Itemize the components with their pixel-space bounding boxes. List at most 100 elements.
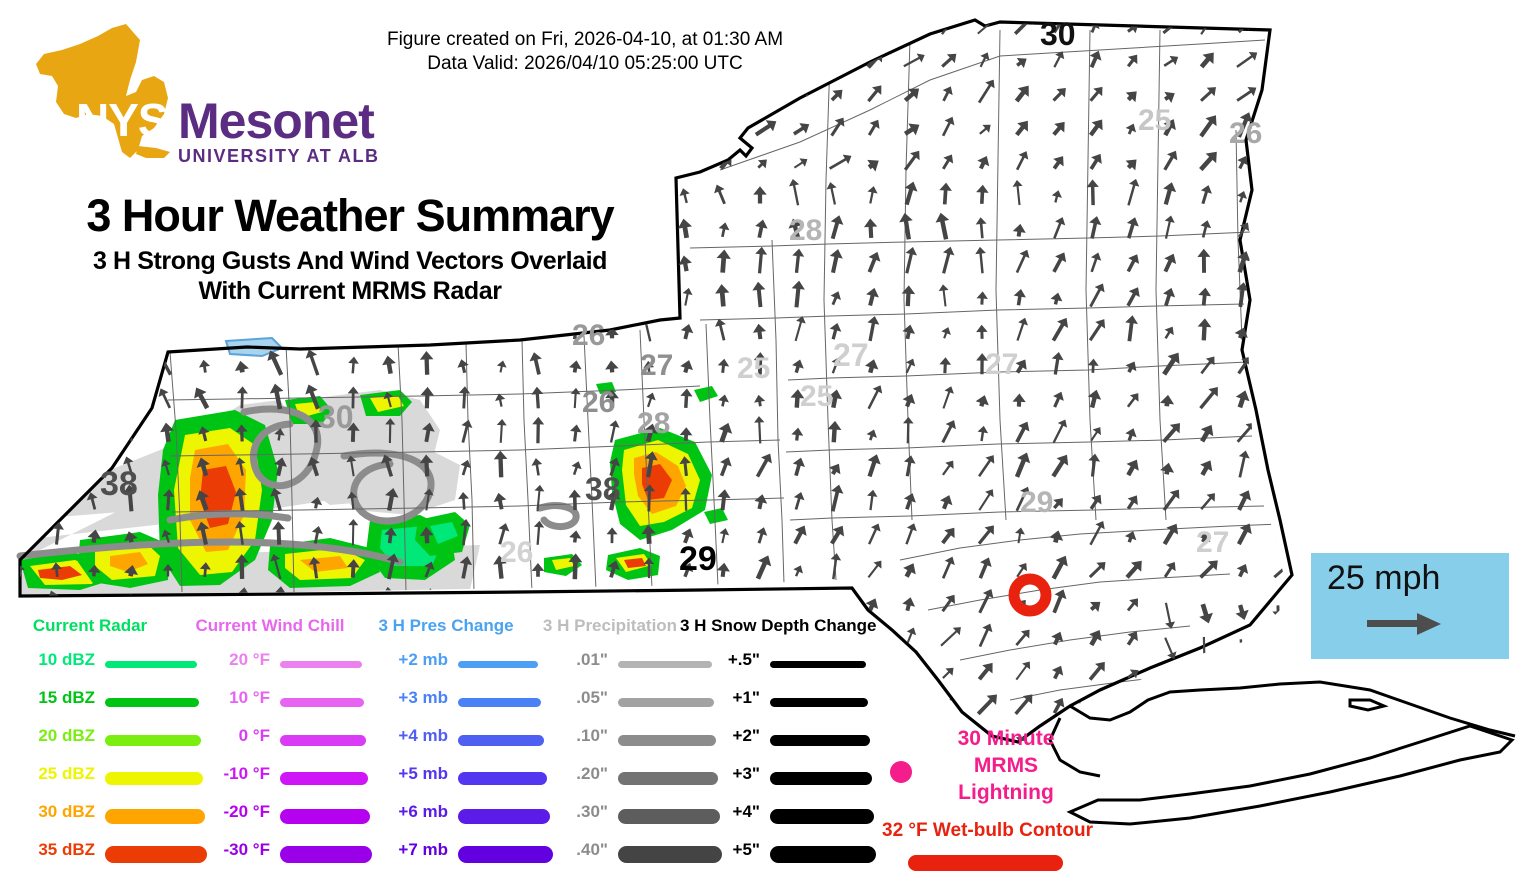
wind-vector-arrow <box>1460 425 1473 442</box>
wind-vector-arrow <box>1160 462 1175 475</box>
wind-vector-arrow <box>793 491 805 510</box>
legend-row: .40" <box>520 840 722 877</box>
wind-vector-arrow <box>791 427 804 441</box>
legend-item-label: +6 mb <box>398 802 448 821</box>
wind-vector-arrow <box>1422 115 1437 137</box>
wind-vector-arrow <box>1125 560 1142 579</box>
wind-vector-arrow <box>1086 179 1099 206</box>
wind-vector-arrow <box>1348 118 1363 136</box>
wind-vector-arrow <box>1088 453 1101 477</box>
wind-vector-arrow <box>1496 20 1511 34</box>
wind-vector-arrow <box>1459 775 1469 792</box>
wind-vector-arrow <box>719 528 730 544</box>
wind-vector-arrow <box>274 457 287 477</box>
wind-vector-arrow <box>755 219 768 238</box>
wind-vector-arrow <box>1163 119 1176 137</box>
legend-color-swatch <box>458 660 538 668</box>
wind-vector-arrow <box>1053 391 1064 408</box>
wind-vector-arrow <box>1236 741 1248 742</box>
wind-vector-arrow <box>569 530 582 543</box>
wind-vector-arrow <box>904 181 918 206</box>
legend-item-label: 20 °F <box>229 650 270 669</box>
wind-vector-arrow <box>1089 50 1102 69</box>
legend-item-label: -20 °F <box>223 802 270 821</box>
wind-vector-arrow <box>1089 216 1102 239</box>
wind-vector-arrow <box>1423 465 1433 475</box>
wind-vector-arrow <box>792 123 810 136</box>
legend-row: 25 dBZ <box>0 764 203 801</box>
legend-item-label: .05" <box>576 688 608 707</box>
gust-value-label: 27 <box>985 348 1018 381</box>
legend-item-label: 20 dBZ <box>38 726 95 745</box>
wind-vector-arrow <box>1386 215 1397 239</box>
legend-row: +1" <box>680 688 868 725</box>
wind-vector-arrow <box>1159 394 1175 407</box>
legend-color-swatch <box>105 697 199 707</box>
wind-vector-arrow <box>1384 84 1403 103</box>
wind-vector-arrow <box>568 489 581 511</box>
wind-vector-arrow <box>1162 523 1179 546</box>
wind-vector-arrow <box>1087 389 1102 409</box>
legend-color-swatch <box>105 845 207 863</box>
wind-vector-arrow <box>1459 15 1474 35</box>
gust-value-label: 27 <box>1196 526 1229 559</box>
page-title: 3 Hour Weather Summary <box>86 190 614 241</box>
wind-vector-arrow <box>643 484 656 512</box>
wind-vector-arrow <box>1237 156 1248 170</box>
wind-vector-arrow <box>1272 289 1287 306</box>
wind-vector-arrow <box>1422 775 1433 789</box>
wind-vector-arrow <box>1421 673 1433 684</box>
wind-vector-arrow <box>48 491 60 511</box>
wind-vector-arrow <box>1234 327 1248 339</box>
legend-item-label: 10 dBZ <box>38 650 95 669</box>
wind-vector-arrow <box>1423 225 1433 237</box>
wind-vector-arrow <box>1460 464 1470 476</box>
legend-color-swatch <box>618 845 722 863</box>
wind-vector-arrow <box>1199 387 1218 410</box>
wind-vector-arrow <box>1125 428 1137 441</box>
wind-vector-arrow <box>234 360 249 373</box>
wind-vector-arrow <box>1235 390 1250 409</box>
wind-vector-arrow <box>1125 315 1138 342</box>
wind-vector-arrow <box>161 459 171 476</box>
wind-vector-arrow <box>905 627 917 647</box>
wind-vector-arrow <box>1497 774 1507 791</box>
wind-vector-arrow <box>198 426 210 442</box>
gust-value-label: 25 <box>737 352 770 385</box>
wind-vector-arrow <box>160 422 175 443</box>
wind-vector-arrow <box>978 455 995 477</box>
wind-vector-arrow <box>978 489 994 511</box>
gust-value-label: 30 <box>318 399 354 435</box>
wind-vector-arrow <box>1162 705 1177 726</box>
wind-vector-arrow <box>644 451 658 478</box>
lightning-dot-icon <box>890 761 912 783</box>
wind-vector-arrow <box>902 324 916 340</box>
wind-vector-arrow <box>1347 316 1361 342</box>
wind-vector-arrow <box>1311 359 1323 374</box>
wind-vector-arrow <box>1088 698 1101 714</box>
legend-color-swatch <box>105 660 197 668</box>
wind-vector-arrow <box>1235 639 1247 653</box>
wind-vector-arrow <box>608 91 619 103</box>
legend-item-label: +5" <box>732 840 760 859</box>
wind-vector-arrow <box>1200 493 1215 511</box>
wind-vector-arrow <box>866 429 877 441</box>
wind-vector-arrow <box>1385 531 1400 543</box>
wind-vector-arrow <box>1051 454 1069 478</box>
wind-vector-arrow <box>1272 388 1287 409</box>
wind-vector-arrow <box>867 560 882 578</box>
wind-vector-arrow <box>124 565 139 577</box>
wind-vector-arrow <box>1423 89 1433 102</box>
wind-vector-arrow <box>1347 488 1365 511</box>
wind-vector-arrow <box>1385 705 1398 726</box>
wind-vector-arrow <box>719 457 732 477</box>
wind-vector-arrow <box>571 461 582 476</box>
wind-vector-arrow <box>1273 255 1287 273</box>
wind-vector-arrow <box>718 83 739 103</box>
wind-vector-arrow <box>1126 767 1138 782</box>
wind-vector-arrow <box>1053 51 1065 68</box>
wind-vector-arrow <box>20 488 23 511</box>
wind-vector-arrow <box>977 425 989 442</box>
wind-vector-arrow <box>1051 665 1064 680</box>
wind-vector-arrow <box>419 322 431 340</box>
